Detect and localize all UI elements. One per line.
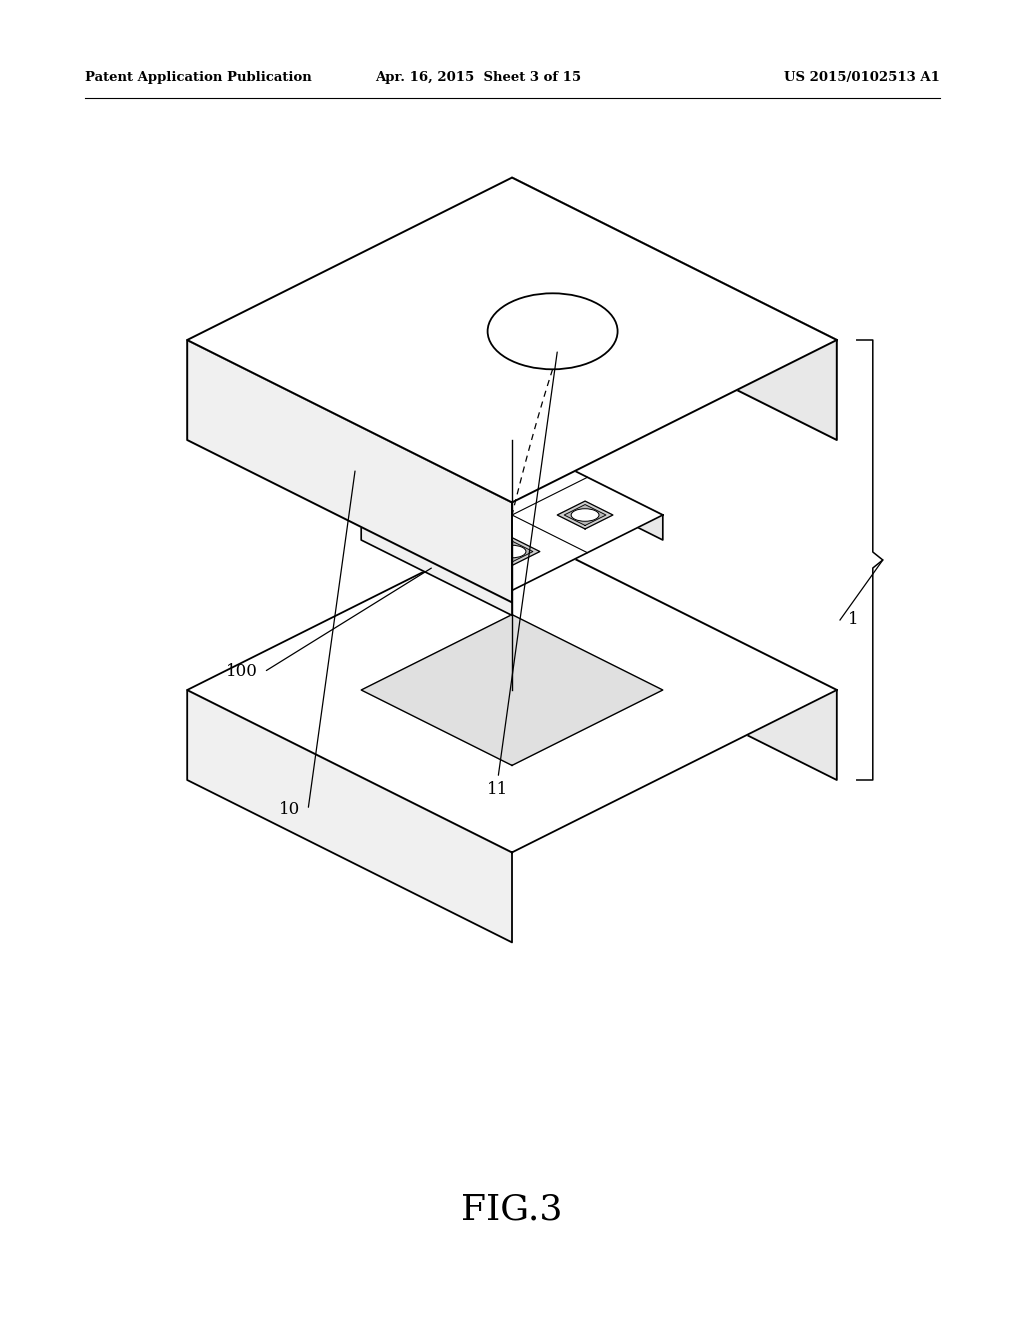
Polygon shape: [484, 537, 540, 565]
Polygon shape: [187, 528, 837, 853]
Polygon shape: [484, 465, 540, 492]
Polygon shape: [512, 178, 837, 440]
Polygon shape: [512, 440, 663, 540]
Text: Patent Application Publication: Patent Application Publication: [85, 71, 311, 84]
Text: 100: 100: [226, 664, 258, 681]
Text: FIG.3: FIG.3: [461, 1193, 563, 1228]
Ellipse shape: [571, 508, 599, 521]
Ellipse shape: [498, 545, 526, 558]
Ellipse shape: [498, 473, 526, 484]
Text: 11: 11: [487, 781, 509, 799]
Polygon shape: [361, 440, 663, 590]
Polygon shape: [564, 504, 606, 525]
Polygon shape: [361, 615, 663, 766]
Ellipse shape: [487, 293, 617, 370]
Polygon shape: [557, 502, 613, 529]
Polygon shape: [187, 178, 837, 503]
Text: 10: 10: [280, 801, 301, 818]
Polygon shape: [492, 541, 532, 562]
Polygon shape: [418, 504, 460, 525]
Ellipse shape: [425, 508, 453, 521]
Polygon shape: [187, 690, 512, 942]
Text: US 2015/0102513 A1: US 2015/0102513 A1: [784, 71, 940, 84]
Polygon shape: [411, 502, 467, 529]
Text: Apr. 16, 2015  Sheet 3 of 15: Apr. 16, 2015 Sheet 3 of 15: [375, 71, 581, 84]
Text: 1: 1: [848, 611, 859, 628]
Polygon shape: [492, 469, 532, 488]
Polygon shape: [512, 528, 837, 780]
Polygon shape: [361, 515, 512, 615]
Polygon shape: [187, 341, 512, 602]
